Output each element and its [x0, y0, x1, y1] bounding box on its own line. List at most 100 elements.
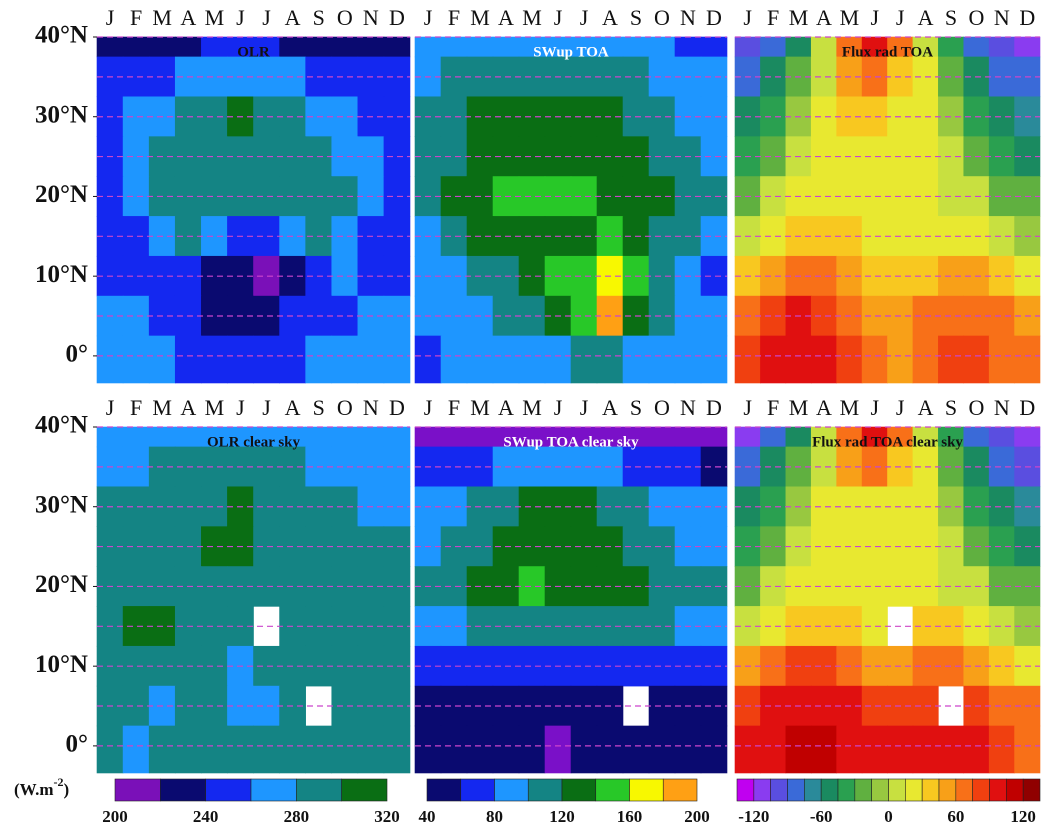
contour-cell	[331, 96, 359, 137]
contour-cell	[492, 725, 520, 774]
contour-cell	[648, 56, 676, 98]
contour-cell	[331, 426, 359, 448]
contour-cell	[760, 96, 787, 137]
contour-cell	[414, 36, 442, 58]
month-label: A	[602, 5, 618, 30]
contour-cell	[700, 216, 728, 257]
month-label: N	[994, 5, 1010, 30]
colorbar-box	[341, 778, 388, 802]
contour-cell	[648, 96, 676, 137]
contour-cell	[760, 446, 787, 488]
colorbar-tick-label: 200	[102, 807, 128, 826]
month-label: S	[313, 5, 325, 30]
colorbar-tick-label: 280	[284, 807, 310, 826]
colorbar-tick-label: 120	[1010, 807, 1036, 826]
contour-cell	[440, 645, 468, 687]
contour-cell	[622, 335, 650, 384]
contour-cell	[148, 36, 176, 58]
colorbar-tick-label: 120	[549, 807, 575, 826]
panel-title: Flux rad TOA clear sky	[812, 434, 963, 450]
colorbar-box	[1022, 778, 1041, 802]
contour-cell	[988, 426, 1015, 448]
colorbar-box	[595, 778, 630, 802]
contour-cell	[148, 725, 176, 774]
contour-cell	[963, 335, 990, 384]
contour-cell	[760, 136, 787, 177]
contour-cell	[570, 486, 598, 527]
contour-cell	[700, 566, 728, 607]
contour-cell	[596, 36, 624, 58]
month-label: M	[789, 395, 809, 420]
contour-cell	[357, 426, 385, 448]
month-label: J	[106, 395, 115, 420]
contour-cell	[518, 426, 546, 448]
contour-cell	[648, 36, 676, 58]
contour-cell	[122, 725, 150, 774]
month-label: D	[389, 395, 405, 420]
contour-cell	[96, 335, 124, 384]
contour-cell	[440, 255, 468, 297]
unit-text: (W.m	[14, 780, 54, 799]
contour-cell	[357, 725, 385, 774]
contour-cell	[810, 725, 837, 774]
contour-cell	[785, 335, 812, 384]
contour-cell	[963, 36, 990, 58]
month-label: O	[337, 5, 353, 30]
month-label: S	[313, 395, 325, 420]
month-label: J	[871, 395, 880, 420]
colorbar-box	[250, 778, 297, 802]
month-label: S	[630, 5, 642, 30]
contour-cell	[988, 335, 1015, 384]
contour-cell	[383, 725, 411, 774]
contour-cell	[570, 685, 598, 727]
month-label: J	[580, 395, 589, 420]
contour-cell	[518, 176, 546, 217]
contour-cell	[201, 335, 228, 384]
contour-cell	[570, 335, 598, 384]
contour-cell	[700, 176, 728, 217]
contour-cell	[544, 36, 572, 58]
contour-cell	[570, 56, 598, 98]
contour-cell	[201, 526, 228, 567]
contour-cell	[279, 335, 306, 384]
colorbar-box	[804, 778, 822, 802]
contour-cell	[201, 725, 228, 774]
contour-cell	[122, 295, 150, 337]
contour-cell	[440, 566, 468, 607]
contour-cell	[518, 725, 546, 774]
contour-cell	[700, 335, 728, 384]
month-label: M	[470, 5, 490, 30]
month-label: A	[498, 5, 514, 30]
contour-cell	[648, 136, 676, 177]
contour-cell	[148, 335, 176, 384]
y-tick-label: 30°N	[35, 491, 88, 518]
contour-cell	[700, 645, 728, 687]
contour-cell	[466, 335, 494, 384]
contour-cell	[1014, 426, 1041, 448]
contour-cell	[648, 606, 676, 647]
month-label: M	[789, 5, 809, 30]
contour-cell	[963, 725, 990, 774]
contour-cell	[440, 216, 468, 257]
contour-cell	[466, 36, 494, 58]
contour-cell	[122, 56, 150, 98]
colorbar-box	[905, 778, 923, 802]
panel-title: OLR clear sky	[207, 434, 301, 450]
colorbar-box	[871, 778, 889, 802]
colorbar-box	[629, 778, 664, 802]
colorbar-box	[205, 778, 252, 802]
contour-cell	[440, 56, 468, 98]
contour-cell	[760, 255, 787, 297]
contour-cell	[331, 56, 359, 98]
contour-cell	[836, 426, 863, 448]
contour-cell	[596, 725, 624, 774]
month-label: M	[205, 395, 225, 420]
contour-cell	[174, 335, 202, 384]
month-label: J	[262, 395, 271, 420]
contour-cell	[700, 685, 728, 727]
colorbar-box	[837, 778, 856, 802]
panel: OLR clear sky	[96, 426, 411, 774]
y-tick-label: 10°N	[35, 261, 88, 288]
contour-cell	[1014, 725, 1041, 774]
